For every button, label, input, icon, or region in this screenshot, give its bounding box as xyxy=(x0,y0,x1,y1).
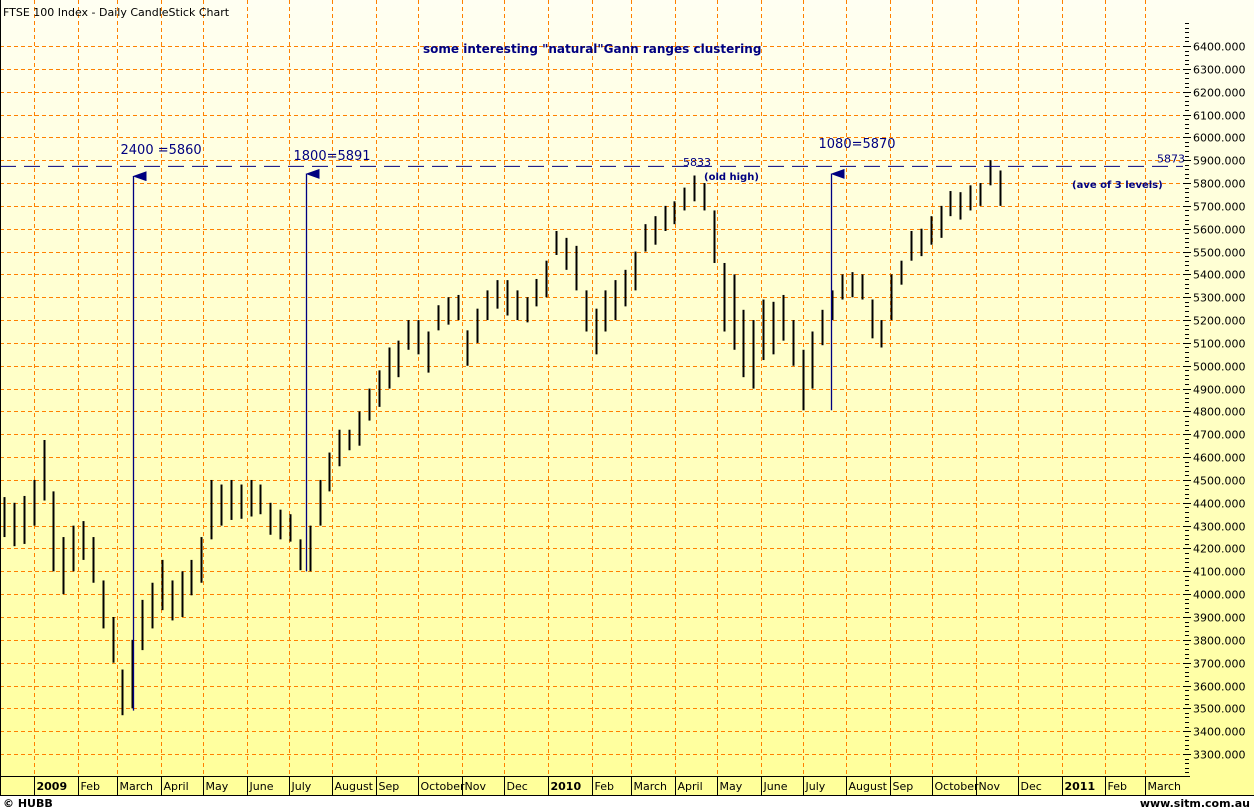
y-tick-label: 4900.000 xyxy=(1193,384,1246,397)
x-tick-label: Dec xyxy=(507,780,528,793)
x-tick-label: Feb xyxy=(81,780,100,793)
x-tick-label: 2011 xyxy=(1065,780,1096,793)
chart-title: FTSE 100 Index - Daily CandleStick Chart xyxy=(3,6,230,19)
y-tick-label: 5300.000 xyxy=(1193,292,1246,305)
x-tick-label: Feb xyxy=(595,780,614,793)
gann-range-label: 1080=5870 xyxy=(819,137,896,152)
x-tick-label: May xyxy=(720,780,743,793)
x-tick-label: 2009 xyxy=(37,780,68,793)
x-tick-label: August xyxy=(849,780,888,793)
y-tick-label: 3300.000 xyxy=(1193,749,1246,762)
x-tick-label: Dec xyxy=(1021,780,1042,793)
x-tick-label: Sep xyxy=(379,780,400,793)
y-tick-label: 6400.000 xyxy=(1193,41,1246,54)
x-tick-label: October xyxy=(421,780,465,793)
x-tick-label: May xyxy=(206,780,229,793)
y-tick-label: 4300.000 xyxy=(1193,521,1246,534)
gann-range-label: 1800=5891 xyxy=(294,149,371,164)
x-tick-label: March xyxy=(1148,780,1182,793)
y-tick-label: 5000.000 xyxy=(1193,361,1246,374)
x-tick-label: March xyxy=(634,780,668,793)
x-tick-label: June xyxy=(249,780,274,793)
y-tick-label: 3400.000 xyxy=(1193,726,1246,739)
y-tick-label: 5500.000 xyxy=(1193,247,1246,260)
y-tick-label: 5200.000 xyxy=(1193,315,1246,328)
y-tick-label: 5400.000 xyxy=(1193,269,1246,282)
y-tick-label: 4600.000 xyxy=(1193,452,1246,465)
y-tick-label: 3800.000 xyxy=(1193,635,1246,648)
x-tick-label: March xyxy=(120,780,154,793)
y-tick-label: 6300.000 xyxy=(1193,64,1246,77)
x-tick-label: October xyxy=(935,780,979,793)
y-tick-label: 4200.000 xyxy=(1193,543,1246,556)
x-tick-label: Nov xyxy=(979,780,1001,793)
y-tick-label: 6200.000 xyxy=(1193,87,1246,100)
x-tick-label: April xyxy=(164,780,189,793)
y-tick-label: 5900.000 xyxy=(1193,155,1246,168)
chart-subtitle: some interesting "natural"Gann ranges cl… xyxy=(423,42,761,56)
y-tick-label: 4500.000 xyxy=(1193,475,1246,488)
x-tick-label: Sep xyxy=(893,780,914,793)
y-tick-label: 3500.000 xyxy=(1193,703,1246,716)
y-tick-label: 4100.000 xyxy=(1193,566,1246,579)
y-tick-label: 3600.000 xyxy=(1193,681,1246,694)
x-tick-label: April xyxy=(678,780,703,793)
grid xyxy=(0,0,1183,776)
y-tick-label: 6100.000 xyxy=(1193,110,1246,123)
price-bars xyxy=(3,160,1002,716)
x-tick-label: August xyxy=(335,780,374,793)
y-tick-label: 5800.000 xyxy=(1193,178,1246,191)
copyright-text: © HUBB xyxy=(3,797,53,810)
y-tick-label: 6000.000 xyxy=(1193,132,1246,145)
reference-line-label: 5873 xyxy=(1157,152,1185,165)
x-tick-label: Nov xyxy=(465,780,487,793)
x-tick-label: July xyxy=(291,780,312,793)
annotations: 5873 (ave of 3 levels) 5833 (old high) 2400 … xyxy=(0,137,1185,711)
old-high-note: (old high) xyxy=(704,172,759,183)
y-tick-label: 4700.000 xyxy=(1193,429,1246,442)
x-tick-label: Feb xyxy=(1108,780,1127,793)
website-text: www.sitm.com.au xyxy=(1139,797,1250,810)
y-tick-label: 5700.000 xyxy=(1193,201,1246,214)
x-tick-label: July xyxy=(805,780,826,793)
reference-line-note: (ave of 3 levels) xyxy=(1072,180,1163,191)
gann-range-label: 2400 =5860 xyxy=(121,143,202,158)
y-tick-label: 4800.000 xyxy=(1193,406,1246,419)
y-axis: 3300.000 3400.000 3500.000 3600.000 3700.000… xyxy=(1183,23,1246,773)
y-tick-label: 4000.000 xyxy=(1193,589,1246,602)
y-tick-label: 3700.000 xyxy=(1193,658,1246,671)
old-high-value: 5833 xyxy=(683,156,711,169)
y-tick-label: 5600.000 xyxy=(1193,224,1246,237)
y-tick-label: 3900.000 xyxy=(1193,612,1246,625)
x-tick-label: June xyxy=(763,780,788,793)
y-tick-label: 5100.000 xyxy=(1193,338,1246,351)
y-tick-label: 4400.000 xyxy=(1193,498,1246,511)
x-tick-label: 2010 xyxy=(551,780,582,793)
